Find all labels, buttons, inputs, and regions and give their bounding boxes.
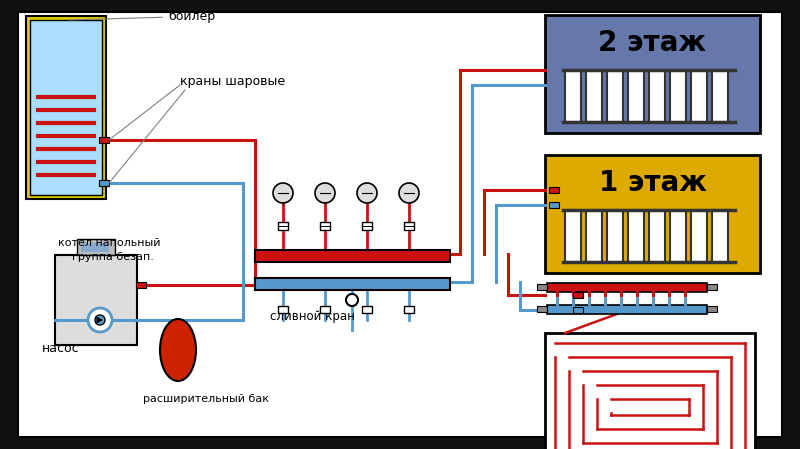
Bar [565,210,581,262]
Bar [547,283,707,292]
Text: 1 этаж: 1 этаж [598,169,706,197]
Bar [362,306,372,313]
Bar [320,306,330,313]
Bar [320,222,330,230]
Bar [649,210,665,262]
Bar [607,210,623,262]
Bar [255,278,450,290]
Bar [136,282,146,288]
Bar [670,70,686,122]
Bar [549,202,559,208]
Bar [573,292,583,298]
Text: котел напольный: котел напольный [58,238,161,248]
Bar [586,210,602,262]
Bar [712,210,728,262]
Bar [26,16,106,199]
Bar [545,15,760,133]
Bar [30,20,102,195]
Bar [628,70,644,122]
Bar [99,137,109,143]
Text: сливной кран: сливной кран [270,310,355,323]
Circle shape [273,183,293,203]
Bar [362,222,372,230]
Bar [628,210,644,262]
Bar [670,210,686,262]
Bar [586,70,602,122]
Bar [255,250,450,262]
Bar [547,305,707,314]
Circle shape [357,183,377,203]
Bar [649,70,665,122]
Bar [549,187,559,193]
Bar [278,222,288,230]
Bar [537,284,547,290]
Text: бойлер: бойлер [69,10,215,23]
Bar [691,210,707,262]
Bar [404,306,414,313]
Bar [607,70,623,122]
Bar [545,155,760,273]
Text: 2 этаж: 2 этаж [598,29,706,57]
Bar [545,333,755,449]
Bar [537,306,547,312]
Bar [55,255,137,345]
Bar [81,243,109,252]
Bar [77,239,115,255]
Bar [99,180,109,186]
Bar [573,307,583,313]
Ellipse shape [160,319,196,381]
Bar [691,70,707,122]
Circle shape [95,315,105,325]
Circle shape [315,183,335,203]
Circle shape [346,294,358,306]
Text: группа безап.: группа безап. [72,252,154,262]
Bar [707,306,717,312]
Bar [565,70,581,122]
Circle shape [88,308,112,332]
Text: насос: насос [42,342,80,355]
Bar [712,70,728,122]
Circle shape [399,183,419,203]
Text: расширительный бак: расширительный бак [143,394,269,404]
Bar [707,284,717,290]
Bar [404,222,414,230]
Text: краны шаровые: краны шаровые [180,75,285,88]
Bar [278,306,288,313]
